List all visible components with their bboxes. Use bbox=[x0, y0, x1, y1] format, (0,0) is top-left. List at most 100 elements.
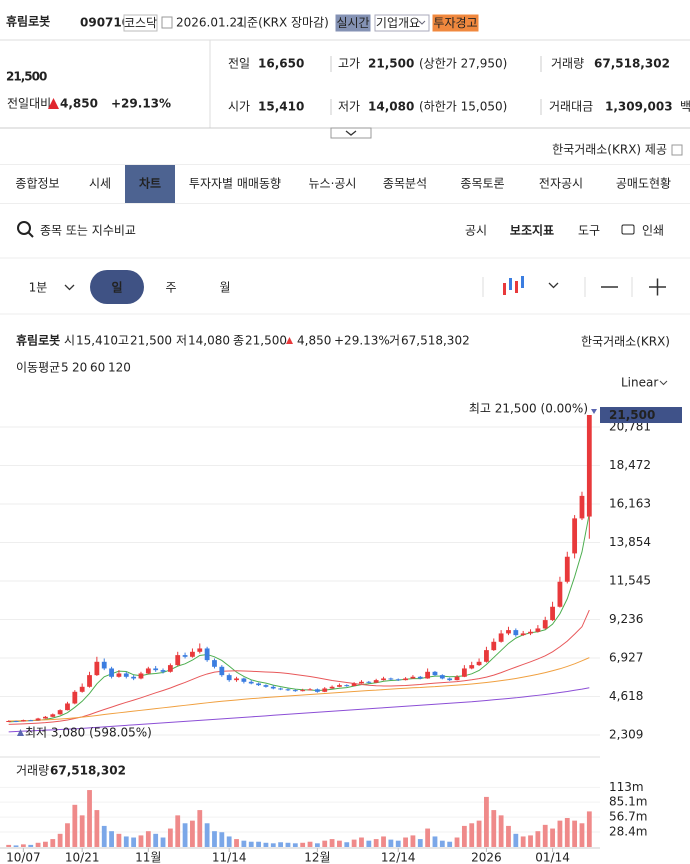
candle-body bbox=[528, 631, 533, 634]
header-button[interactable] bbox=[432, 14, 479, 32]
x-tick-label: 11월 bbox=[135, 851, 161, 864]
x-tick-label: 10/21 bbox=[65, 851, 100, 864]
expand-toggle[interactable] bbox=[330, 127, 372, 139]
header-button-label[interactable]: 기업개요 bbox=[376, 16, 420, 30]
volume-bar bbox=[469, 823, 475, 847]
tab-label[interactable]: 종목분석 bbox=[383, 177, 427, 191]
stat-value: 16,650 bbox=[258, 57, 304, 71]
tab[interactable] bbox=[75, 165, 125, 203]
stock-code: 090710 bbox=[80, 16, 130, 30]
candle-body bbox=[520, 633, 526, 636]
candle-body bbox=[13, 720, 19, 722]
volume-bar bbox=[131, 837, 137, 847]
candle-body bbox=[381, 678, 386, 681]
candle-body bbox=[131, 676, 137, 679]
volume-bar bbox=[403, 837, 408, 847]
header-button-label[interactable]: 투자경고 bbox=[433, 16, 477, 30]
tool[interactable]: 인쇄 bbox=[642, 224, 664, 238]
candle-body bbox=[454, 676, 460, 681]
candle-body bbox=[212, 660, 217, 667]
search-icon bbox=[17, 221, 31, 235]
period[interactable]: 월 bbox=[219, 281, 230, 295]
volume-bar bbox=[322, 840, 328, 847]
market-badge bbox=[123, 14, 158, 32]
ma-legend: 60 bbox=[90, 361, 105, 375]
tool[interactable]: 보조지표 bbox=[510, 223, 554, 238]
volume-bar bbox=[256, 841, 261, 847]
tab[interactable] bbox=[175, 165, 295, 203]
last-price-label: 21,500 bbox=[609, 408, 655, 422]
volume-bar bbox=[344, 842, 350, 847]
provider: 한국거래소(KRX) 제공 bbox=[552, 143, 667, 157]
tab[interactable] bbox=[295, 165, 370, 203]
tab-label[interactable]: 전자공시 bbox=[539, 177, 583, 191]
candle-body bbox=[388, 678, 394, 680]
chart-type-chevron bbox=[548, 282, 559, 289]
volume-tick-label: 85.1m bbox=[609, 795, 647, 809]
expand-chevron bbox=[345, 130, 357, 136]
period[interactable]: 일 bbox=[111, 281, 122, 295]
tab-label[interactable]: 투자자별 매매동향 bbox=[189, 177, 281, 191]
candle-body bbox=[550, 606, 555, 621]
tab-label[interactable]: 차트 bbox=[139, 176, 161, 191]
volume-bar bbox=[366, 840, 372, 847]
period[interactable]: 1분 bbox=[29, 281, 48, 295]
ma-legend: 20 bbox=[72, 361, 87, 375]
candle-body bbox=[6, 720, 12, 722]
candle-body bbox=[439, 675, 445, 679]
candle-body bbox=[263, 685, 269, 687]
period[interactable]: 주 bbox=[165, 281, 176, 295]
tab-label[interactable]: 시세 bbox=[89, 177, 111, 191]
info-volume-label: 거 bbox=[389, 334, 400, 348]
header-button-label[interactable]: 실시간 bbox=[336, 16, 369, 30]
x-tick-label: 2026 bbox=[471, 851, 502, 864]
scale-mode[interactable]: Linear bbox=[621, 376, 658, 390]
moving-average-line bbox=[8, 609, 590, 725]
header-button[interactable] bbox=[374, 14, 430, 32]
info-label: 고 bbox=[118, 334, 129, 348]
candle-body bbox=[314, 689, 320, 692]
candle-body bbox=[344, 685, 350, 687]
tab-label[interactable]: 뉴스·공시 bbox=[309, 177, 357, 191]
date: 2026.01.21 bbox=[176, 16, 245, 30]
stat-value: 1,309,003 bbox=[605, 100, 673, 114]
tab[interactable] bbox=[597, 165, 690, 203]
volume-bar bbox=[579, 823, 585, 847]
dropdown-caret bbox=[418, 20, 426, 25]
volume-bar bbox=[572, 820, 578, 847]
volume-tick-label: 113m bbox=[609, 780, 644, 794]
candle-body bbox=[234, 678, 239, 681]
x-tick-label: 01/14 bbox=[535, 851, 570, 864]
tab[interactable] bbox=[440, 165, 525, 203]
tab-label[interactable]: 공매도현황 bbox=[616, 177, 671, 191]
candle-body bbox=[476, 661, 482, 666]
volume-bar bbox=[528, 835, 533, 847]
y-tick-label: 13,854 bbox=[609, 535, 651, 549]
candle-body bbox=[498, 633, 504, 642]
info-label: 종 bbox=[233, 334, 244, 348]
tab[interactable] bbox=[370, 165, 440, 203]
tab[interactable] bbox=[525, 165, 597, 203]
price: 21,500 bbox=[6, 70, 47, 84]
tab-label[interactable]: 종합정보 bbox=[15, 177, 59, 191]
candle-body bbox=[410, 676, 416, 679]
volume-bar bbox=[94, 810, 100, 847]
market: 코스닥 bbox=[124, 16, 157, 30]
tab-active[interactable] bbox=[125, 165, 175, 203]
tool[interactable]: 공시 bbox=[465, 224, 487, 238]
search-input[interactable]: 종목 또는 지수비교 bbox=[40, 224, 136, 238]
moving-average-line bbox=[8, 513, 590, 723]
tab[interactable] bbox=[0, 165, 75, 203]
candle-body bbox=[182, 655, 188, 657]
volume-bar bbox=[197, 810, 203, 847]
period-pill[interactable] bbox=[90, 270, 144, 304]
search-icon-handle bbox=[27, 231, 34, 238]
header-button[interactable] bbox=[335, 14, 371, 32]
candle-body bbox=[197, 648, 203, 652]
tool[interactable]: 도구 bbox=[578, 224, 600, 238]
tab-label[interactable]: 종목토론 bbox=[460, 177, 504, 191]
chart-type-icon bbox=[503, 283, 506, 295]
info-up-arrow bbox=[286, 337, 293, 344]
chart-source: 한국거래소(KRX) bbox=[581, 335, 670, 349]
volume-bar bbox=[535, 831, 541, 847]
